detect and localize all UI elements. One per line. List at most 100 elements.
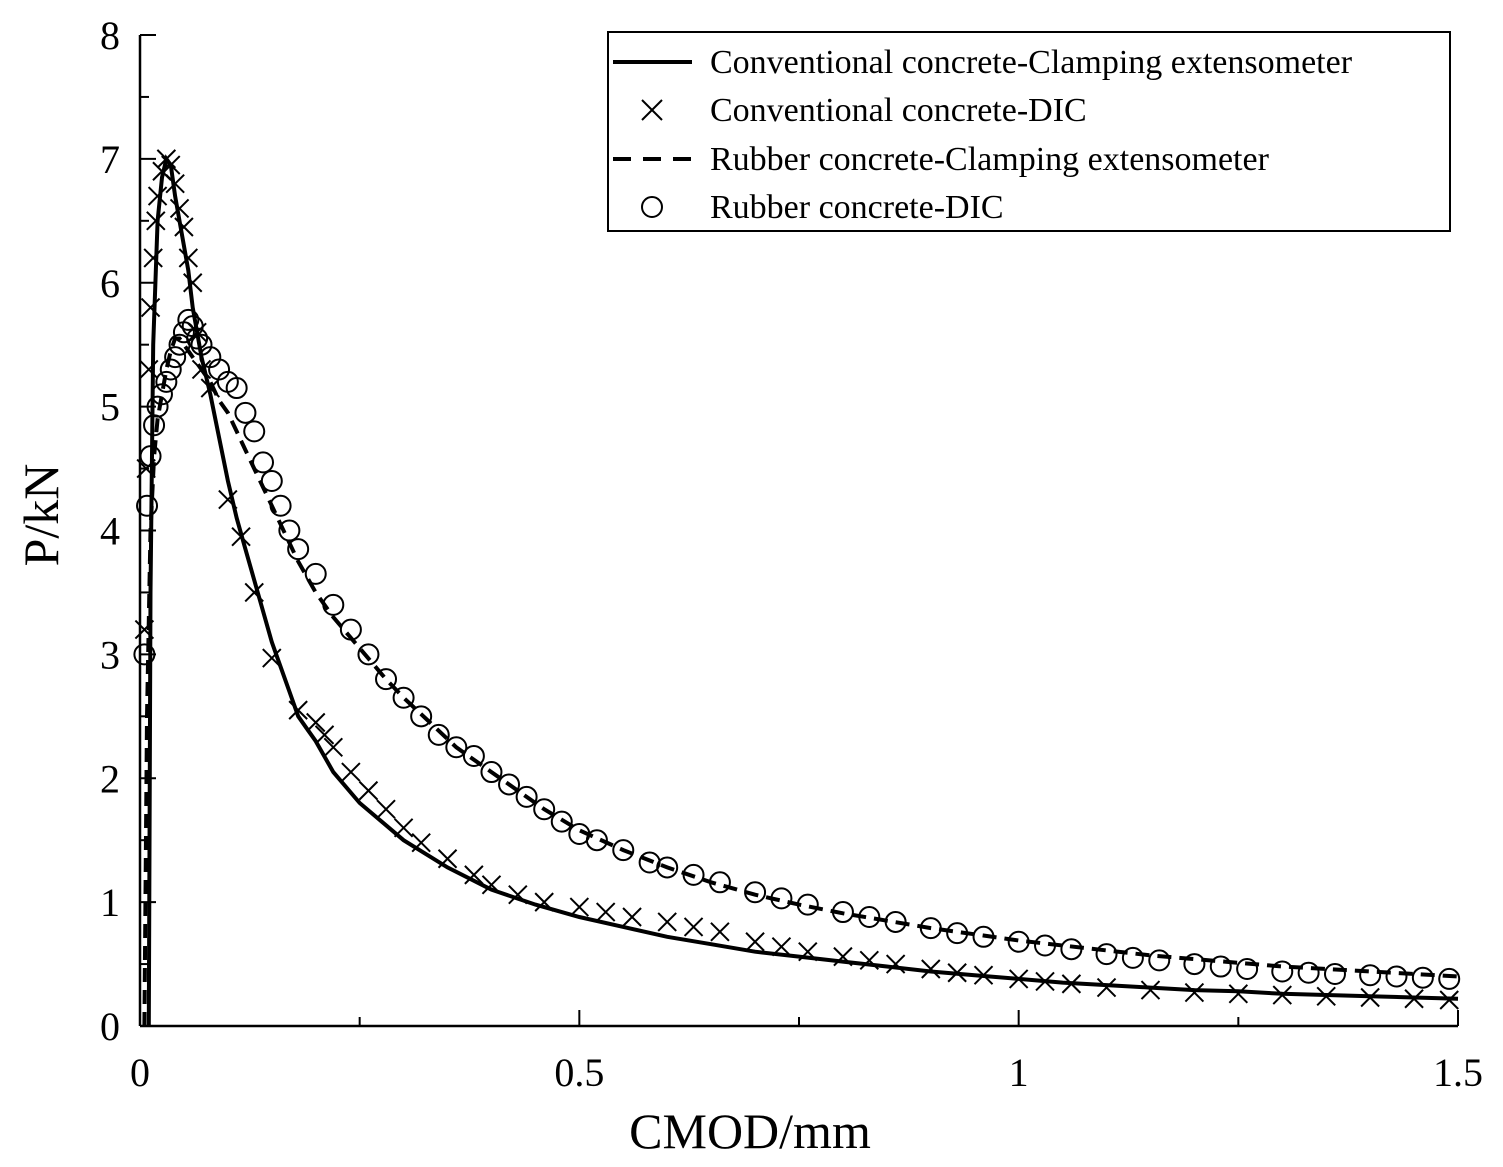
o-marker-point — [831, 901, 854, 924]
x-marker-point — [1316, 986, 1336, 1006]
o-marker-point — [1183, 953, 1206, 976]
o-marker-point — [515, 785, 538, 808]
o-marker-point — [1236, 958, 1259, 981]
y-tick-label: 0 — [100, 1004, 120, 1049]
o-marker-point — [186, 327, 209, 350]
o-marker-point — [269, 494, 292, 517]
x-marker-point — [1184, 982, 1205, 1003]
y-tick-labels: 0 1 2 3 4 5 6 7 8 — [100, 13, 120, 1049]
series-line-dashed — [142, 336, 1459, 1027]
x-marker-point — [1096, 977, 1117, 998]
o-marker-point — [146, 395, 169, 418]
x-marker-point — [569, 897, 590, 917]
o-marker-point — [708, 871, 731, 894]
series-2 — [134, 149, 1459, 1010]
o-marker-point — [533, 798, 556, 821]
o-marker-point — [682, 863, 705, 886]
o-marker-point — [1411, 966, 1434, 989]
x-marker-point — [771, 937, 792, 957]
x-marker-point — [1140, 980, 1161, 1000]
o-marker-point — [462, 744, 485, 767]
x-marker-point — [183, 273, 203, 293]
x-tick-label: 0.5 — [554, 1050, 604, 1095]
o-marker-point — [1385, 965, 1408, 988]
y-tick-label: 1 — [100, 880, 120, 925]
x-marker-point — [146, 211, 166, 231]
o-marker-point — [796, 893, 819, 916]
series-layer — [133, 149, 1461, 1027]
x-marker-point — [139, 359, 159, 380]
o-marker-point — [1121, 946, 1144, 969]
x-marker-point — [481, 875, 502, 895]
x-marker-point — [622, 907, 642, 927]
x-marker-point — [174, 217, 194, 237]
x-marker-point — [534, 892, 554, 912]
o-marker-point — [392, 686, 415, 709]
o-marker-point — [1095, 943, 1118, 966]
x-marker-point — [358, 780, 379, 801]
o-marker-point — [357, 643, 380, 666]
o-marker-point — [136, 494, 159, 517]
o-marker-point — [155, 370, 178, 393]
x-marker-point — [244, 582, 264, 603]
o-marker-point — [858, 905, 881, 928]
x-marker-point — [323, 737, 344, 757]
series-1 — [146, 154, 1459, 1027]
o-marker-point — [427, 723, 450, 746]
o-marker-point — [1323, 962, 1346, 985]
x-tick-labels: 0 0.5 1 1.5 — [130, 1050, 1483, 1095]
o-marker-point — [139, 445, 162, 468]
o-marker-point — [480, 761, 503, 784]
o-marker-point — [278, 519, 301, 542]
o-marker-point — [1271, 960, 1294, 983]
legend-label: Conventional concrete-DIC — [710, 92, 1087, 129]
x-tick-label: 1.5 — [1433, 1050, 1483, 1095]
o-marker-point — [1148, 949, 1171, 972]
x-marker-point — [437, 849, 458, 869]
x-marker-point — [143, 248, 163, 268]
o-marker-point — [234, 401, 257, 424]
x-marker-point — [1035, 971, 1055, 992]
x-marker-point — [341, 762, 361, 782]
series-4 — [133, 308, 1461, 990]
y-tick-label: 7 — [100, 137, 120, 182]
x-marker-point — [231, 526, 251, 547]
x-marker-point — [140, 297, 161, 318]
x-marker-point — [1360, 987, 1380, 1008]
o-marker-point — [770, 887, 793, 910]
legend-label: Conventional concrete-Clamping extensome… — [710, 44, 1353, 81]
o-marker-point — [287, 538, 310, 561]
x-tick-label: 1 — [1009, 1050, 1029, 1095]
x-marker-point — [169, 198, 190, 219]
x-marker-point — [1272, 985, 1292, 1005]
x-marker-point — [683, 917, 704, 937]
y-tick-label: 6 — [100, 261, 120, 306]
x-marker-point — [1008, 969, 1029, 989]
x-marker-point — [314, 725, 335, 745]
series-line-solid — [146, 154, 1459, 1027]
x-marker-point — [1228, 984, 1249, 1004]
x-marker-point — [306, 712, 326, 733]
x-axis-title: CMOD/mm — [629, 1103, 871, 1159]
o-marker-point — [164, 346, 187, 369]
x-marker-point — [833, 946, 853, 967]
x-marker-point — [411, 832, 431, 853]
o-marker-point — [252, 451, 275, 474]
series-3 — [142, 336, 1459, 1027]
o-marker-point — [656, 856, 679, 879]
o-marker-point — [150, 383, 173, 406]
o-marker-point — [133, 643, 156, 666]
x-marker-point — [859, 950, 880, 971]
x-marker-point — [798, 941, 818, 962]
o-marker-point — [744, 881, 767, 904]
o-marker-point — [225, 377, 248, 400]
o-marker-point — [159, 358, 182, 381]
x-marker-point — [1404, 989, 1424, 1009]
o-marker-point — [304, 562, 327, 585]
o-marker-point — [1209, 955, 1232, 978]
y-axis-title: P/kN — [13, 464, 69, 567]
o-marker-point — [260, 469, 283, 492]
x-marker-point — [464, 865, 484, 885]
x-marker-point — [947, 963, 967, 983]
